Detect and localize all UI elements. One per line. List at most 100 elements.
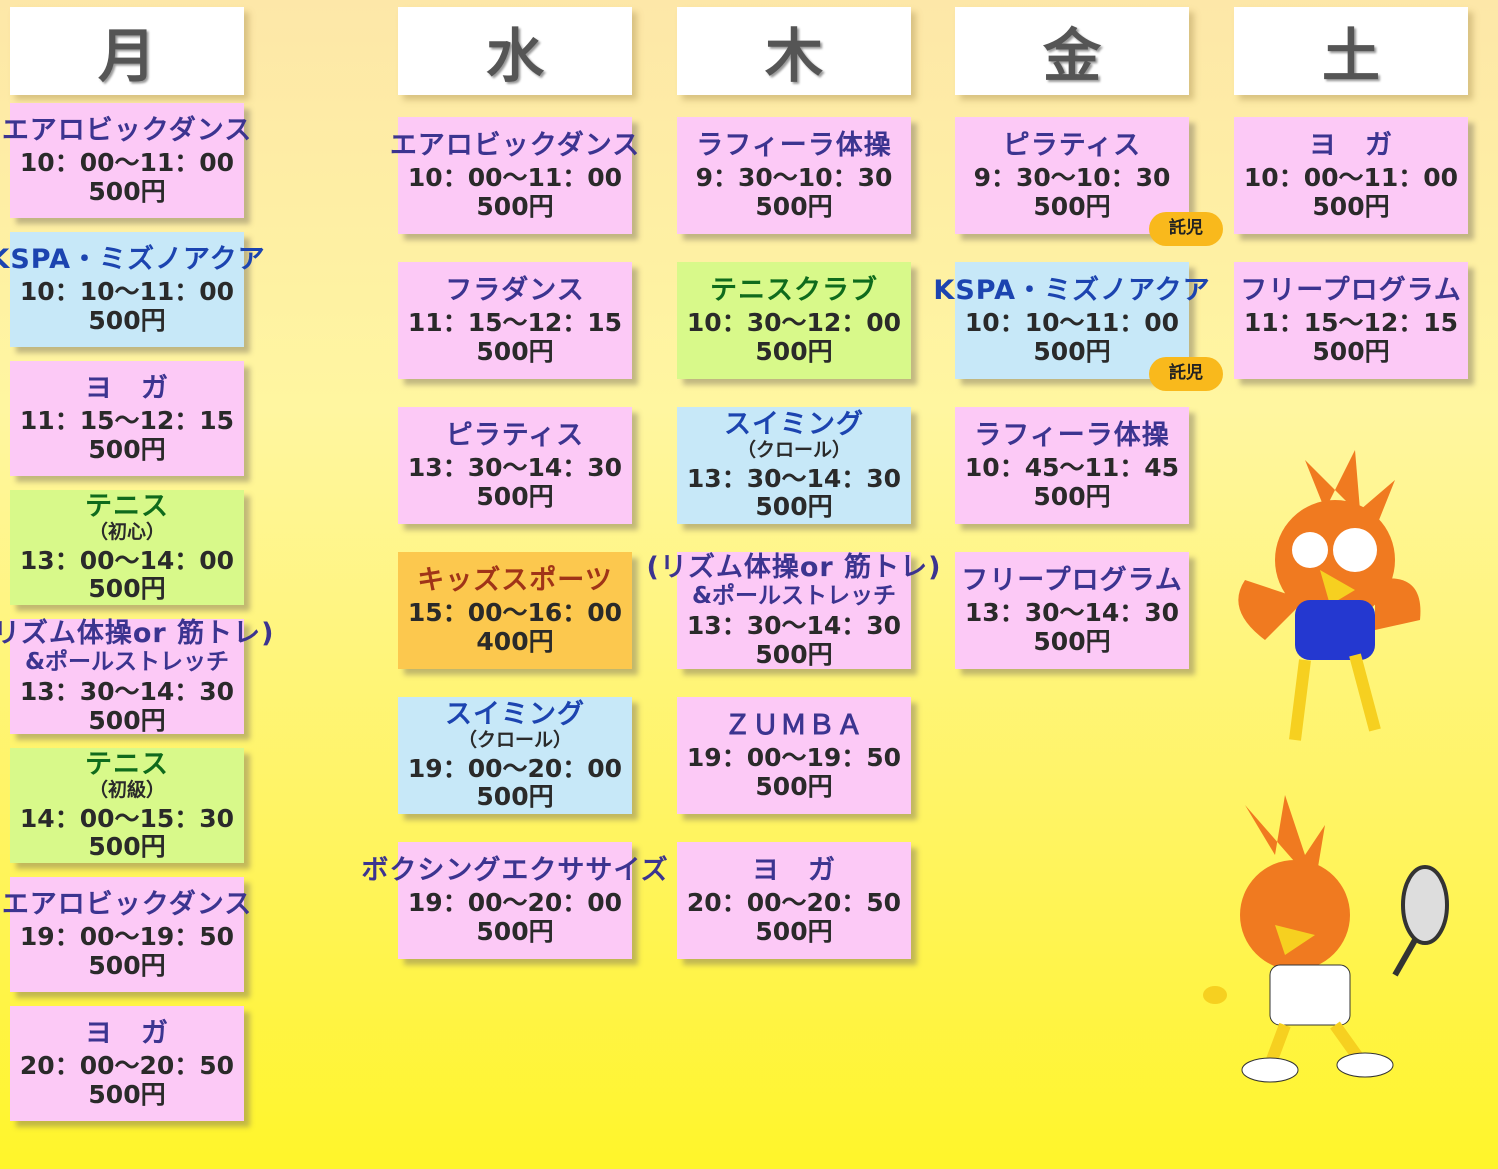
class-price: 500円 [755,492,833,522]
class-price: 500円 [88,950,166,980]
class-subtitle: （初心） [88,520,165,543]
class-name: スイミング [445,698,585,730]
class-time: 10：10〜11：00 [19,276,235,306]
class-name: ヨ ガ [1309,129,1393,161]
class-card: テニス （初心） 13：00〜14：00 500円 [10,490,244,605]
class-card: エアロビックダンス 10：00〜11：00 500円 [390,117,639,234]
class-price: 500円 [476,336,554,366]
class-price: 500円 [1312,336,1390,366]
class-card: テニスクラブ 10：30〜12：00 500円 [677,262,911,379]
class-price: 500円 [755,771,833,801]
class-name: ボクシングエクササイズ [361,854,669,886]
class-time: 19：00〜19：50 [686,742,902,772]
class-price: 500円 [1033,336,1111,366]
class-name: フリープログラム [961,564,1183,596]
class-time: 13：30〜14：30 [686,463,902,493]
day-column: 水エアロビックダンス 10：00〜11：00 500円 フラダンス 11：15〜12：1… [361,7,668,959]
class-price: 500円 [88,574,166,604]
class-time: 14：00〜15：30 [19,803,235,833]
class-price: 500円 [88,434,166,464]
class-time: 10：00〜11：00 [407,162,623,192]
class-card: スイミング （クロール） 13：30〜14：30 500円 [677,407,911,524]
class-price: 500円 [1033,626,1111,656]
class-price: 500円 [755,916,833,946]
class-card: エアロビックダンス 10：00〜11：00 500円 [2,103,251,218]
class-name: ヨ ガ [85,372,169,404]
class-subtitle: （クロール） [457,728,572,751]
class-time: 20：00〜20：50 [686,887,902,917]
class-card: ピラティス 9：30〜10：30 500円 託児 [955,117,1223,246]
day-header: 土 [1234,7,1468,95]
class-card: KSPA・ミズノアクア 10：10〜11：00 500円 [0,232,265,347]
day-header: 月 [10,7,244,95]
class-time: 19：00〜20：00 [407,753,623,783]
class-price: 500円 [88,1079,166,1109]
class-price: 500円 [88,176,166,206]
class-name: フラダンス [445,274,585,306]
class-time: 11：15〜12：15 [407,307,623,337]
class-time: 13：30〜14：30 [964,597,1180,627]
day-header: 水 [398,7,632,95]
class-name: ピラティス [1002,129,1142,161]
class-name: テニスクラブ [710,274,878,306]
class-subtitle: （初級） [88,778,165,801]
class-time: 9：30〜10：30 [973,162,1171,192]
class-name: (リズム体操or 筋トレ) [0,617,275,649]
class-time: 9：30〜10：30 [695,162,893,192]
day-column: 金ピラティス 9：30〜10：30 500円 託児 KSPA・ミズノアクア 10：10〜1… [933,7,1223,669]
class-card: エアロビックダンス 19：00〜19：50 500円 [2,877,251,992]
class-name: スイミング [724,408,864,440]
class-card: (リズム体操or 筋トレ) &ポールストレッチ 13：30〜14：30 500円 [647,552,940,669]
class-price: 400円 [476,626,554,656]
class-card: ヨ ガ 10：00〜11：00 500円 [1234,117,1468,234]
day-column: 土ヨ ガ 10：00〜11：00 500円 フリープログラム 11：15〜12：15 50… [1234,7,1468,379]
class-name: ピラティス [445,419,585,451]
class-card: ヨ ガ 20：00〜20：50 500円 [10,1006,244,1121]
class-price: 500円 [476,916,554,946]
class-name: ＺＵＭＢＡ [724,709,864,741]
class-name: エアロビックダンス [1,888,253,920]
class-time: 10：00〜11：00 [19,147,235,177]
class-card: ヨ ガ 20：00〜20：50 500円 [677,842,911,959]
class-card: ラフィーラ体操 10：45〜11：45 500円 [955,407,1189,524]
class-price: 500円 [1312,191,1390,221]
day-header: 金 [955,7,1189,95]
mascot [1238,450,1421,741]
class-price: 500円 [755,639,833,669]
class-name: ヨ ガ [85,1017,169,1049]
class-time: 10：45〜11：45 [964,452,1180,482]
class-time: 13：00〜14：00 [19,545,235,575]
day-header: 木 [677,7,911,95]
class-time: 13：30〜14：30 [19,677,235,706]
class-price: 500円 [476,481,554,511]
class-card: ラフィーラ体操 9：30〜10：30 500円 [677,117,911,234]
childcare-badge: 託児 [1149,357,1223,391]
class-price: 500円 [755,191,833,221]
class-name: エアロビックダンス [389,129,641,161]
class-subtitle: &ポールストレッチ [24,648,230,675]
class-card: キッズスポーツ 15：00〜16：00 400円 [398,552,632,669]
class-name: ラフィーラ体操 [696,129,892,161]
class-time: 15：00〜16：00 [407,597,623,627]
class-subtitle: &ポールストレッチ [691,582,897,609]
class-card: フリープログラム 11：15〜12：15 500円 [1234,262,1468,379]
class-name: キッズスポーツ [417,564,613,596]
class-time: 19：00〜19：50 [19,921,235,951]
class-price: 500円 [1033,191,1111,221]
class-price: 500円 [88,832,166,862]
class-price: 500円 [476,191,554,221]
class-name: エアロビックダンス [1,114,253,146]
class-card: テニス （初級） 14：00〜15：30 500円 [10,748,244,863]
class-name: ヨ ガ [752,854,836,886]
class-subtitle: （クロール） [736,438,851,461]
class-price: 500円 [1033,481,1111,511]
class-time: 10：00〜11：00 [1243,162,1459,192]
class-time: 11：15〜12：15 [1243,307,1459,337]
class-card: スイミング （クロール） 19：00〜20：00 500円 [398,697,632,814]
class-card: ＺＵＭＢＡ 19：00〜19：50 500円 [677,697,911,814]
class-name: テニス [85,748,169,780]
class-name: テニス [85,490,169,522]
class-card: ボクシングエクササイズ 19：00〜20：00 500円 [361,842,668,959]
class-name: KSPA・ミズノアクア [933,274,1211,306]
